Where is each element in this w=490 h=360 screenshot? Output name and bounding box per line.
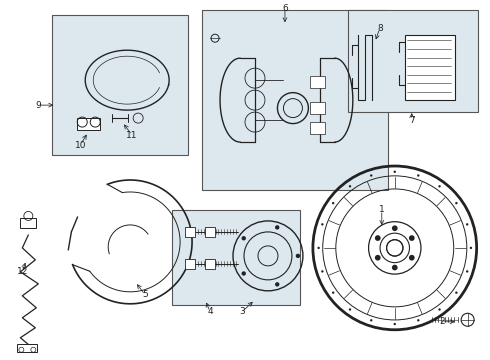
Circle shape [466,270,468,273]
Bar [205,227,215,237]
Circle shape [296,254,300,258]
Text: 5: 5 [142,290,148,299]
Circle shape [375,235,381,241]
Circle shape [370,319,372,321]
Circle shape [332,202,334,204]
Circle shape [455,292,458,294]
Text: 4: 4 [207,307,213,316]
Circle shape [321,270,323,273]
Circle shape [417,319,419,321]
Circle shape [332,292,334,294]
Bar [310,76,325,88]
Bar [348,10,478,112]
Bar [405,35,455,100]
Text: 10: 10 [74,140,86,149]
Circle shape [409,255,415,261]
Text: 6: 6 [282,4,288,13]
Text: 12: 12 [17,267,28,276]
Circle shape [439,308,441,311]
Circle shape [387,240,403,256]
Circle shape [242,236,246,240]
Text: 1: 1 [379,206,385,215]
Bar [185,227,195,237]
Circle shape [321,223,323,226]
Circle shape [318,247,320,249]
Circle shape [349,308,351,311]
Circle shape [455,202,458,204]
Circle shape [439,185,441,188]
Bar [202,10,388,190]
Circle shape [466,223,468,226]
Text: 3: 3 [239,307,245,316]
Circle shape [393,171,396,173]
Circle shape [409,235,415,241]
Circle shape [392,265,397,270]
Text: 9: 9 [35,100,41,109]
Bar [310,122,325,134]
Circle shape [470,247,472,249]
Bar [21,218,36,228]
Circle shape [392,225,397,231]
Bar [17,344,37,352]
Bar [52,15,188,155]
Bar [205,259,215,269]
Circle shape [242,271,246,276]
Circle shape [338,190,452,305]
Circle shape [275,282,279,287]
Text: 8: 8 [377,24,383,33]
Text: 7: 7 [409,116,415,125]
Circle shape [393,323,396,325]
Bar [185,259,195,269]
Circle shape [375,255,381,261]
Circle shape [370,174,372,177]
Bar [310,102,325,114]
Text: 2: 2 [439,317,444,326]
Circle shape [275,225,279,230]
Text: 11: 11 [126,131,138,140]
Bar [77,118,100,130]
Bar [172,210,300,305]
Circle shape [417,174,419,177]
Circle shape [349,185,351,188]
